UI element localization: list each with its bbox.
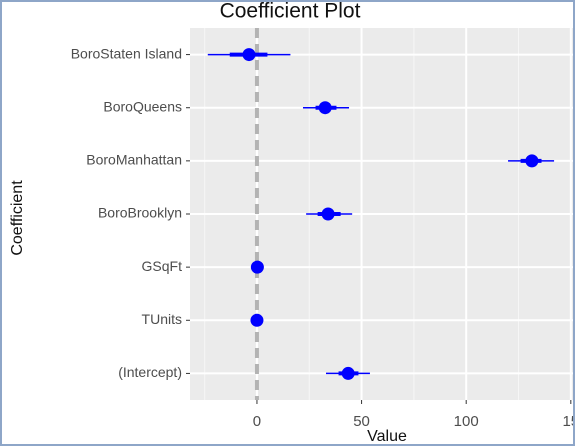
x-tick-label: 100 [454,413,479,430]
coefficient-point [242,48,256,62]
coefficient-point [321,207,335,221]
coefficient-point [318,101,332,115]
x-axis-label: Value [367,428,407,445]
y-tick-label: TUnits [142,311,182,327]
chart-title: Coefficient Plot [220,0,361,23]
y-tick-label: BoroBrooklyn [98,205,182,221]
x-tick-label: 50 [353,413,370,430]
coefficient-point [250,260,264,274]
x-tick-label: 0 [253,413,261,430]
coefficient-point [250,313,264,327]
y-tick-label: GSqFt [142,258,183,274]
y-tick-label: BoroManhattan [86,152,182,168]
coefficient-point [525,154,539,168]
y-tick-label: BoroQueens [103,98,182,114]
y-tick-label: BoroStaten Island [71,45,182,61]
y-axis-label: Coefficient [9,180,26,256]
x-tick-label: 15 [562,413,575,430]
y-tick-label: (Intercept) [118,364,182,380]
coefficient-point [341,366,355,380]
